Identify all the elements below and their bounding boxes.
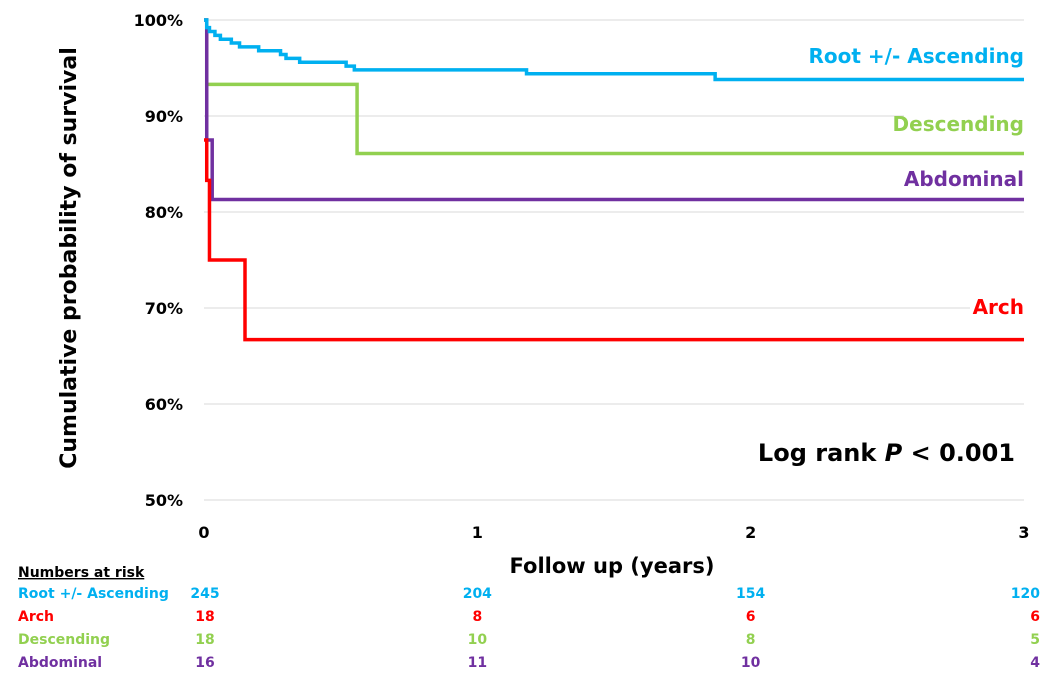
risk-value-abdominal: 10 xyxy=(741,655,761,671)
y-tick-label: 70% xyxy=(145,299,183,318)
risk-row-label-arch: Arch xyxy=(18,609,54,625)
x-tick-label: 0 xyxy=(198,523,209,542)
risk-value-descending: 18 xyxy=(195,632,214,648)
series-label-bg-abdominal xyxy=(915,166,1024,193)
risk-value-root-ascending: 204 xyxy=(463,586,492,602)
risk-value-root-ascending: 245 xyxy=(190,586,219,602)
x-axis-label: Follow up (years) xyxy=(510,554,715,578)
series-label-descending: Descending xyxy=(893,112,1024,136)
risk-value-descending: 8 xyxy=(746,632,756,648)
series-label-arch: Arch xyxy=(973,295,1024,319)
series-line-arch xyxy=(204,138,1024,342)
risk-value-root-ascending: 120 xyxy=(1011,586,1040,602)
log-rank-annotation: Log rank P < 0.001 xyxy=(758,439,1015,467)
survival-curves xyxy=(204,18,1024,342)
risk-value-arch: 8 xyxy=(472,609,482,625)
risk-value-abdominal: 16 xyxy=(195,655,214,671)
series-line-root-ascending xyxy=(204,18,1024,82)
annotation-p: P xyxy=(885,439,903,467)
series-labels: Root +/- Ascending Descending Abdominal Arc… xyxy=(809,43,1025,321)
series-label-abdominal: Abdominal xyxy=(904,167,1024,191)
risk-value-arch: 18 xyxy=(195,609,214,625)
x-tick-label: 3 xyxy=(1018,523,1029,542)
x-tick-label: 1 xyxy=(472,523,483,542)
x-tick-label: 2 xyxy=(745,523,756,542)
risk-value-descending: 5 xyxy=(1030,632,1040,648)
y-tick-label: 60% xyxy=(145,395,183,414)
risk-value-abdominal: 4 xyxy=(1030,655,1040,671)
risk-value-root-ascending: 154 xyxy=(736,586,765,602)
risk-table-title: Numbers at risk xyxy=(18,565,145,581)
y-tick-label: 90% xyxy=(145,107,183,126)
annotation-suffix: < 0.001 xyxy=(902,439,1015,467)
numbers-at-risk-table: Numbers at risk Root +/- Ascending 245 204… xyxy=(18,565,1040,671)
series-label-bg-arch xyxy=(970,294,1024,321)
y-tick-label: 50% xyxy=(145,491,183,510)
y-tick-labels: 100% 90% 80% 70% 60% 50% xyxy=(134,11,183,510)
y-axis-label: Cumulative probability of survival xyxy=(57,47,82,469)
risk-value-arch: 6 xyxy=(1030,609,1040,625)
grid-lines xyxy=(204,19,1024,501)
risk-value-descending: 10 xyxy=(468,632,488,648)
risk-value-abdominal: 11 xyxy=(468,655,487,671)
risk-row-label-descending: Descending xyxy=(18,632,110,648)
risk-value-arch: 6 xyxy=(746,609,756,625)
risk-row-label-root-ascending: Root +/- Ascending xyxy=(18,586,169,602)
x-tick-labels: 0 1 2 3 xyxy=(198,523,1029,542)
series-label-bg-root-ascending xyxy=(816,43,1024,70)
y-tick-label: 100% xyxy=(134,11,183,30)
annotation-prefix: Log rank xyxy=(758,439,885,467)
y-tick-label: 80% xyxy=(145,203,183,222)
risk-row-label-abdominal: Abdominal xyxy=(18,655,102,671)
series-label-bg-descending xyxy=(904,111,1024,138)
series-label-root-ascending: Root +/- Ascending xyxy=(809,44,1025,68)
